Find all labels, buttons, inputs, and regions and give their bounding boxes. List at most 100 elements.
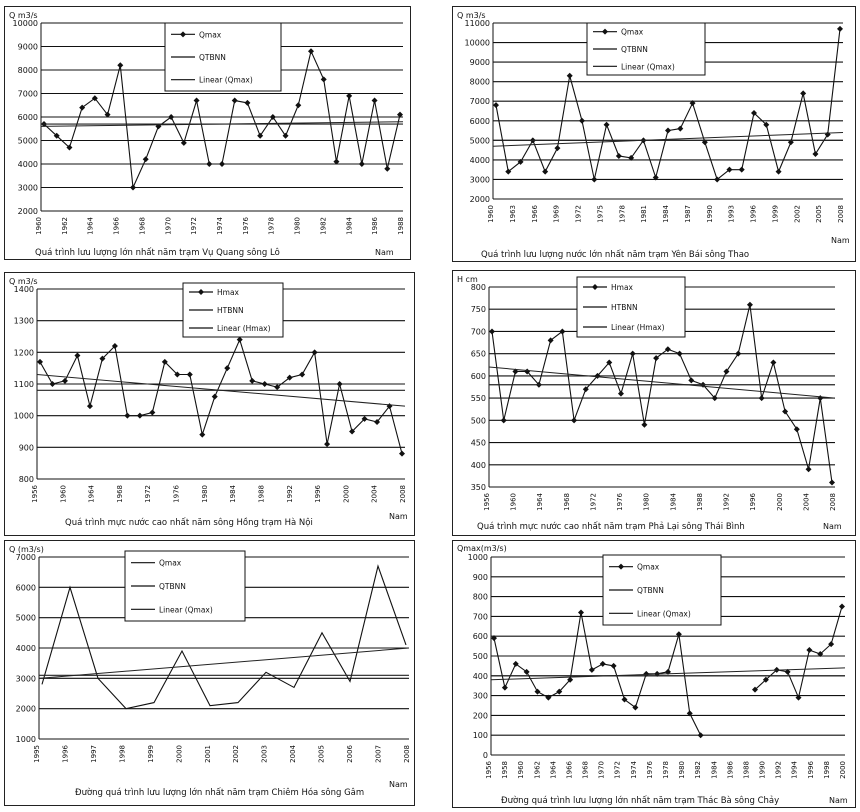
y-tick-label: 11000 [465, 19, 490, 28]
chart-panel-thac-ba: Qmax(m3/s) 0 100 200 300 400 500 600 700 800 900 10… [452, 540, 856, 808]
data-point-marker [723, 368, 730, 375]
data-point-marker [746, 301, 753, 308]
data-point-marker [795, 694, 802, 701]
chart-svg: Q m3/s 2000 3000 4000 5000 6000 7000 8000 9000 10… [457, 11, 850, 260]
legend-entry: Qmax [159, 559, 182, 568]
y-tick-label: 800 [471, 283, 486, 292]
x-tick-label: 1988 [742, 761, 750, 779]
x-axis-label: Nam [829, 796, 848, 805]
x-tick-label: 1980 [201, 485, 209, 503]
y-axis-label: H cm [457, 275, 478, 284]
data-point-marker [397, 111, 403, 118]
x-tick-label: 2008 [829, 493, 837, 511]
data-point-marker [542, 168, 549, 175]
x-tick-label: 2008 [837, 205, 845, 223]
x-tick-label: 1972 [575, 205, 583, 223]
y-tick-label: 4000 [18, 160, 38, 169]
y-tick-label: 900 [19, 443, 34, 452]
y-tick-label: 10000 [465, 39, 490, 48]
data-point-marker [545, 694, 552, 701]
legend-entry: Linear (Hmax) [217, 324, 271, 333]
data-point-marker [104, 111, 111, 118]
x-tick-label: 1993 [728, 205, 736, 223]
x-tick-label: 2000 [175, 745, 183, 763]
x-tick-label: 2006 [346, 744, 354, 762]
data-point-marker [346, 92, 353, 99]
y-tick-label: 2000 [470, 195, 490, 204]
y-tick-label: 4000 [16, 644, 36, 653]
data-point-marker [299, 371, 306, 378]
y-tick-label: 1000 [16, 735, 36, 744]
data-point-marker [829, 479, 835, 486]
data-point-marker [333, 158, 340, 165]
y-tick-label: 800 [473, 593, 488, 602]
x-axis-label: Nam [375, 248, 394, 257]
y-axis-label: Q (m3/s) [9, 545, 44, 554]
data-point-marker [79, 104, 86, 111]
data-point-marker [224, 365, 231, 372]
chart-caption: Đường quá trình lưu lượng lớn nhất năm t… [501, 795, 779, 806]
x-tick-label: 1998 [118, 745, 126, 763]
chart-panel-yen-bai: Q m3/s 2000 3000 4000 5000 6000 7000 8000 9000 10… [452, 6, 856, 262]
x-axis-label: Nam [831, 236, 850, 245]
y-tick-label: 1000 [468, 553, 488, 562]
data-point-marker [800, 90, 807, 97]
data-point-marker [578, 609, 584, 616]
data-point-marker [136, 412, 143, 419]
series-line-max [491, 304, 833, 483]
legend-entry: Linear (Qmax) [637, 609, 691, 618]
x-tick-label: 1956 [31, 484, 39, 502]
data-point-marker [770, 359, 777, 366]
data-point-marker [282, 132, 289, 139]
x-tick-label: 1968 [116, 485, 124, 503]
data-point-marker [805, 466, 812, 473]
y-tick-label: 6000 [16, 583, 36, 592]
y-tick-label: 2000 [18, 207, 38, 216]
x-tick-label: 2001 [204, 745, 212, 763]
data-point-marker [193, 97, 200, 104]
x-tick-label: 1988 [257, 485, 265, 503]
data-point-marker [591, 176, 598, 183]
legend-entry: Linear (Qmax) [159, 605, 213, 614]
data-point-marker [274, 384, 281, 391]
data-point-marker [664, 346, 671, 353]
series-line-max [41, 564, 407, 710]
data-point-marker [117, 62, 124, 69]
y-tick-label: 550 [471, 394, 486, 403]
data-point-marker [782, 408, 789, 415]
x-tick-label: 1976 [242, 216, 250, 234]
data-point-marker [534, 688, 541, 695]
x-tick-label: 1962 [533, 761, 541, 779]
data-point-marker [567, 676, 574, 683]
y-tick-label: 10000 [13, 19, 38, 28]
x-tick-label: 2004 [371, 484, 379, 502]
x-tick-label: 1992 [775, 761, 783, 779]
x-tick-label: 1986 [371, 216, 379, 234]
y-axis-label: Q m3/s [457, 11, 486, 20]
series-line-max [39, 338, 403, 454]
data-point-marker [206, 161, 213, 167]
x-tick-label: 1960 [517, 761, 525, 779]
chart-caption: Đường quá trình lưu lượng lớn nhất năm t… [75, 787, 364, 798]
chart-panel-ha-noi: Q m3/s 800 900 1000 1100 1200 1300 1400 1956 1960… [4, 272, 415, 536]
data-point-marker [308, 48, 314, 55]
chart-panel-chiem-hoa: Q (m3/s) 1000 2000 3000 4000 5000 6000 7000 1995… [4, 540, 415, 806]
data-point-marker [775, 168, 782, 175]
y-tick-label: 350 [471, 483, 486, 492]
legend-entry: Linear (Qmax) [621, 62, 675, 71]
y-tick-label: 600 [473, 632, 488, 641]
x-tick-label: 1960 [487, 205, 495, 223]
data-point-marker [86, 403, 93, 410]
x-tick-label: 1994 [791, 760, 799, 778]
data-point-marker [697, 732, 704, 739]
data-point-marker [199, 431, 206, 438]
data-point-marker [168, 114, 175, 120]
data-point-marker [211, 393, 218, 400]
x-tick-label: 1970 [164, 217, 172, 235]
chart-svg: Q m3/s 2000 3000 4000 5000 6000 7000 8000 9000 10… [9, 11, 405, 258]
x-tick-label: 1968 [563, 493, 571, 511]
x-tick-label: 1992 [723, 493, 731, 511]
y-axis-label: Q m3/s [9, 11, 38, 20]
data-point-marker [812, 151, 819, 158]
series-line-trend [36, 374, 406, 407]
